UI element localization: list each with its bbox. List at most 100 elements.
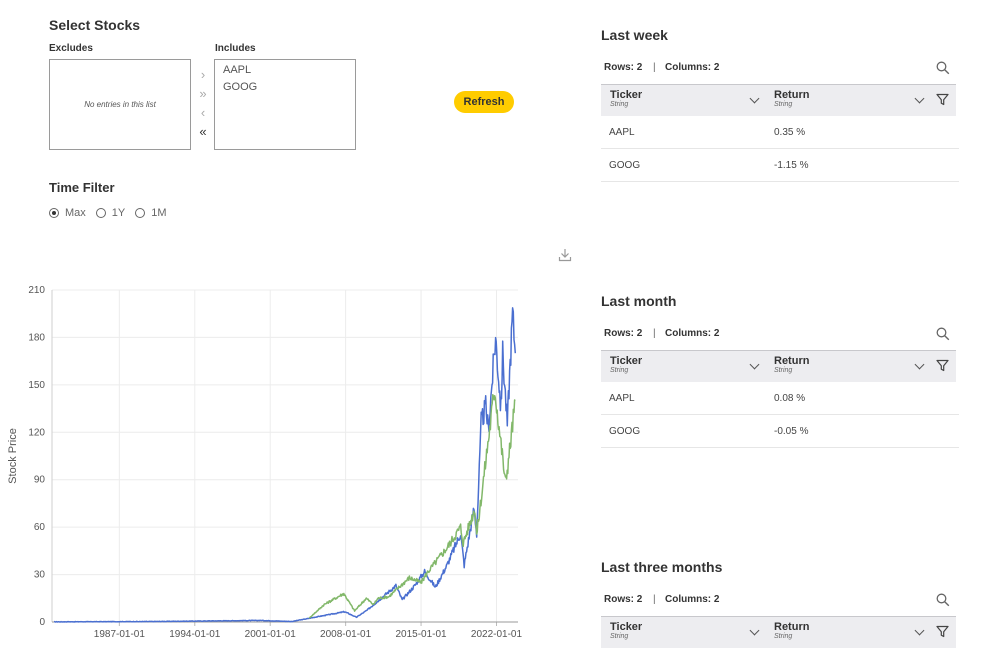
time-filter-options: Max 1Y 1M [49,207,167,219]
separator: | [653,328,656,339]
cell-ticker: GOOG [609,426,641,437]
filter-icon[interactable] [936,359,949,377]
stock-price-chart: 0 30 60 90 120 150 180 210 1987-01-01 1994-01-01 2… [7,285,523,640]
radio-selected-icon [49,208,59,218]
column-name: Return [774,89,810,101]
chevron-down-icon[interactable] [749,625,760,636]
x-tick-label: 1994-01-01 [169,629,221,640]
select-stocks-title: Select Stocks [49,17,141,33]
list-item[interactable]: AAPL [223,64,252,76]
cell-return: -1.15 % [774,160,809,171]
cell-return: 0.35 % [774,127,806,138]
x-tick-label: 1987-01-01 [94,629,146,640]
y-tick-label: 0 [39,617,45,628]
chevron-down-icon[interactable] [749,359,760,370]
columns-count: Columns: 2 [665,62,720,73]
rows-count: Rows: 2 [604,328,643,339]
column-header-ticker[interactable]: Ticker String [610,355,642,374]
radio-label: 1Y [111,207,126,219]
radio-1m[interactable]: 1M [135,207,167,219]
y-tick-label: 120 [28,427,45,438]
download-icon[interactable] [558,248,572,267]
chevron-down-icon[interactable] [749,93,760,104]
row-divider [601,148,959,149]
y-axis-label: Stock Price [7,428,19,484]
rows-count: Rows: 2 [604,594,643,605]
excludes-list[interactable]: No entries in this list [49,59,191,150]
column-name: Ticker [610,355,643,367]
columns-count: Columns: 2 [665,328,720,339]
cell-return: 0.08 % [774,393,806,404]
x-tick-label: 2001-01-01 [245,629,297,640]
search-icon[interactable] [936,593,950,612]
column-type: String [610,633,629,640]
rows-count: Rows: 2 [604,62,643,73]
separator: | [653,62,656,73]
table-row[interactable]: GOOG -1.15 % [601,149,959,182]
radio-label: Max [65,207,86,219]
y-tick-label: 180 [28,332,45,343]
chevron-down-icon[interactable] [914,93,925,104]
column-header-return[interactable]: Return String [774,89,809,108]
includes-list[interactable]: AAPL GOOG [214,59,356,150]
radio-max[interactable]: Max [49,207,86,219]
series-line-1 [308,393,516,619]
double-chevron-left-icon[interactable]: « [199,124,207,139]
refresh-button[interactable]: Refresh [454,91,514,113]
x-tick-label: 2015-01-01 [395,629,447,640]
radio-1y[interactable]: 1Y [95,207,126,219]
excludes-label: Excludes [49,43,93,54]
column-type: String [774,367,793,374]
chevron-down-icon[interactable] [914,625,925,636]
table-title: Last month [601,293,677,309]
search-icon[interactable] [936,61,950,80]
time-filter-title: Time Filter [49,180,115,195]
y-tick-label: 150 [28,380,45,391]
table-title: Last three months [601,559,723,575]
chevron-right-icon[interactable]: › [200,67,206,82]
filter-icon[interactable] [936,93,949,111]
column-type: String [774,633,793,640]
table-row[interactable]: AAPL 0.08 % [601,382,959,415]
includes-label: Includes [215,43,256,54]
row-divider [601,447,959,448]
separator: | [653,594,656,605]
radio-empty-icon [95,208,106,218]
table-row[interactable]: GOOG -0.05 % [601,415,959,448]
row-divider [601,181,959,182]
cell-return: -0.05 % [774,426,809,437]
search-icon[interactable] [936,327,950,346]
column-header-return[interactable]: Return String [774,355,809,374]
table-header: Ticker String Return String [601,616,956,648]
row-divider [601,414,959,415]
cell-ticker: GOOG [609,160,641,171]
chevron-left-icon[interactable]: ‹ [200,105,206,120]
transfer-buttons: › » ‹ « [196,68,210,138]
table-row[interactable]: AAPL 0.35 % [601,116,959,149]
x-tick-label: 2022-01-01 [471,629,523,640]
column-type: String [610,367,629,374]
column-name: Return [774,621,810,633]
column-type: String [610,101,629,108]
y-tick-label: 210 [28,285,45,296]
column-name: Ticker [610,89,643,101]
table-header: Ticker String Return String [601,350,956,382]
y-tick-label: 90 [34,475,46,486]
filter-icon[interactable] [936,625,949,643]
column-header-ticker[interactable]: Ticker String [610,89,642,108]
x-tick-label: 2008-01-01 [320,629,372,640]
column-name: Return [774,355,810,367]
y-tick-label: 30 [34,570,46,581]
table-header: Ticker String Return String [601,84,956,116]
cell-ticker: AAPL [609,393,635,404]
cell-ticker: AAPL [609,127,635,138]
empty-list-message: No entries in this list [84,100,156,109]
column-header-ticker[interactable]: Ticker String [610,621,642,640]
double-chevron-right-icon[interactable]: » [199,86,207,101]
y-tick-label: 60 [34,522,46,533]
list-item[interactable]: GOOG [223,81,258,93]
column-header-return[interactable]: Return String [774,621,809,640]
chevron-down-icon[interactable] [914,359,925,370]
columns-count: Columns: 2 [665,594,720,605]
series-line-0 [53,307,517,623]
